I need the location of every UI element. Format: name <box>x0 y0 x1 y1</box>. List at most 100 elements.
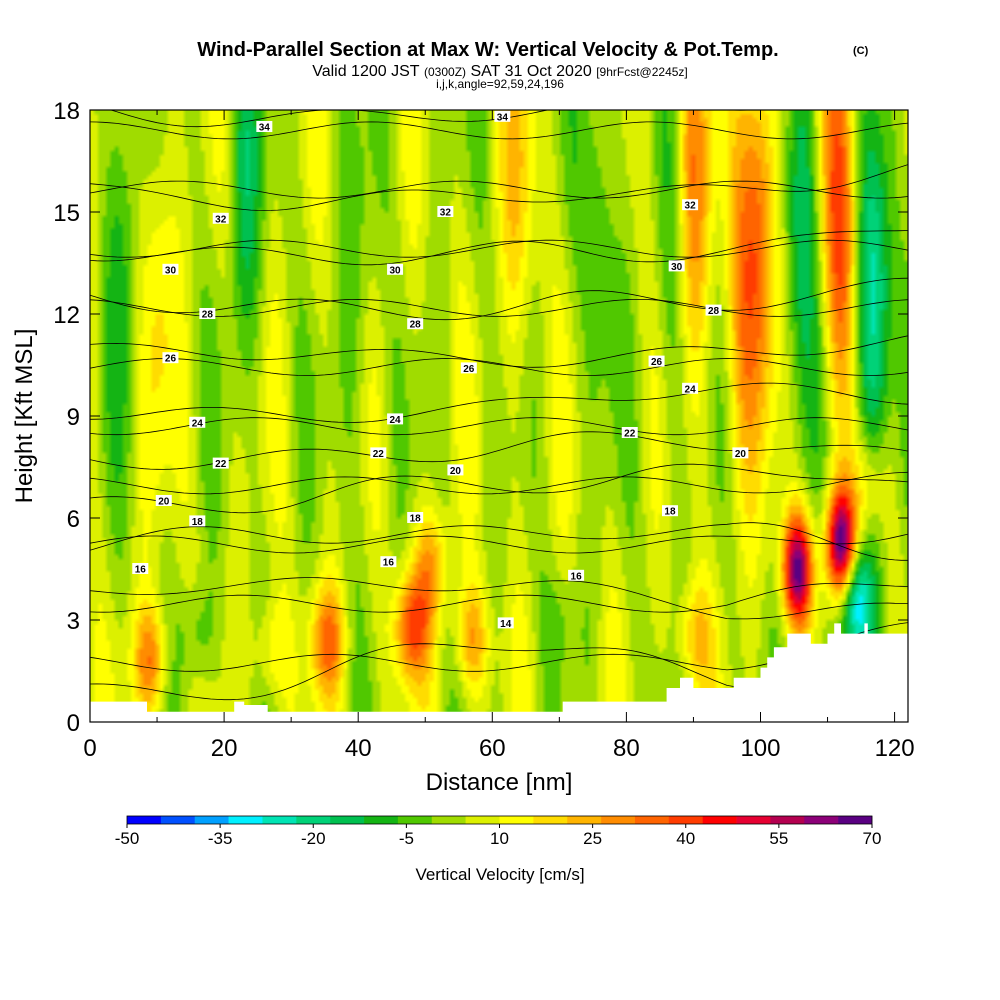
contour-label: 26 <box>162 352 179 365</box>
contour-label-text: 34 <box>497 112 509 123</box>
contour-label: 32 <box>437 206 454 219</box>
chart-subtitle: Valid 1200 JST (0300Z) SAT 31 Oct 2020 [… <box>312 63 688 80</box>
theta-contour-line <box>90 471 908 495</box>
theta-contour-line <box>90 4 908 21</box>
contour-label-text: 32 <box>685 201 697 212</box>
valid-date: SAT 31 Oct 2020 <box>470 63 591 80</box>
theta-contour-line <box>90 230 908 266</box>
colorbar-tick-label: 40 <box>676 829 695 848</box>
theta-contour-line <box>90 335 908 368</box>
contour-label-text: 22 <box>373 449 385 460</box>
contour-label-bg <box>162 352 179 364</box>
theta-contour-line <box>90 577 908 620</box>
y-tick-label: 15 <box>53 200 80 227</box>
contour-label-text: 14 <box>500 619 512 630</box>
valid-time: Valid 1200 JST <box>312 63 420 80</box>
colorbar-tick-label: 25 <box>583 829 602 848</box>
contour-label-text: 20 <box>450 466 462 477</box>
contour-label-bg <box>732 447 749 459</box>
x-tick-label: 120 <box>875 735 915 762</box>
contour-label-bg <box>155 495 172 506</box>
forecast-info: [9hrFcst@2245z] <box>596 65 688 79</box>
colorbar-tick-label: 55 <box>769 829 788 848</box>
contour-label-text: 30 <box>671 262 683 273</box>
y-tick-label: 6 <box>67 506 80 533</box>
contour-label-bg <box>387 413 404 425</box>
theta-contour-line <box>90 382 908 423</box>
theta-contour-line <box>90 164 908 211</box>
y-tick-label: 0 <box>67 710 80 737</box>
contour-label: 34 <box>256 121 273 134</box>
x-tick-label: 40 <box>345 735 372 762</box>
contour-label-text: 26 <box>651 357 663 368</box>
valid-utc: (0300Z) <box>424 65 466 79</box>
contour-label-bg <box>199 308 216 319</box>
colorbar-swatch <box>668 816 703 824</box>
x-tick-label: 60 <box>479 735 506 762</box>
x-axis: 0 20 40 60 80 100 120 <box>83 110 915 762</box>
contour-label: 32 <box>212 212 229 225</box>
y-axis: 0 3 6 9 12 15 18 <box>53 98 908 737</box>
contour-label-text: 26 <box>165 354 177 365</box>
contour-label-text: 28 <box>410 320 422 331</box>
colorbar-tick-label: 70 <box>863 829 882 848</box>
colorbar-tick-label: -50 <box>115 829 140 848</box>
y-tick-label: 18 <box>53 98 80 125</box>
colorbar-swatch <box>228 816 263 824</box>
colorbar-tick-label: 10 <box>490 829 509 848</box>
contour-label: 16 <box>380 556 397 569</box>
contour-label-bg <box>212 457 229 469</box>
contour-label-bg <box>460 362 477 374</box>
colorbar <box>126 815 873 825</box>
contour-label-bg <box>668 260 685 272</box>
contour-label-bg <box>189 515 206 527</box>
contour-label-text: 20 <box>158 497 170 508</box>
theta-contour-line <box>90 522 908 561</box>
colorbar-tick-label: -5 <box>399 829 414 848</box>
colorbar-swatch <box>431 816 466 824</box>
contour-label-bg <box>189 416 206 428</box>
theta-contour-line <box>90 533 908 554</box>
colorbar-swatch <box>364 816 399 824</box>
y-tick-label: 12 <box>53 302 80 329</box>
y-tick-label: 3 <box>67 608 80 635</box>
contour-label-bg <box>162 263 179 275</box>
contour-label-bg <box>705 304 722 316</box>
colorbar-swatch <box>838 816 873 824</box>
colorbar-swatch <box>634 816 670 824</box>
contour-label-bg <box>648 355 665 367</box>
contour-label-bg <box>682 199 699 211</box>
colorbar-swatch <box>601 816 636 824</box>
colorbar-swatch <box>262 816 297 824</box>
terrain <box>90 623 908 722</box>
colorbar-swatch <box>567 816 602 824</box>
theta-contour-line <box>90 121 908 140</box>
colorbar-swatch <box>533 816 568 824</box>
contour-label-text: 18 <box>192 517 204 528</box>
contour-label-bg <box>387 263 404 275</box>
contour-label: 14 <box>497 617 514 630</box>
contour-label-bg <box>497 617 514 629</box>
colorbar-swatch <box>702 816 737 824</box>
contour-label: 22 <box>370 447 387 460</box>
contour-label-text: 32 <box>215 214 227 225</box>
colorbar-swatch <box>296 816 331 824</box>
x-tick-label: 20 <box>211 735 238 762</box>
contour-label-text: 18 <box>664 507 676 518</box>
copyright-mark: (C) <box>853 45 869 57</box>
contour-label-text: 26 <box>463 364 475 375</box>
contour-label: 18 <box>661 505 678 518</box>
contour-label: 24 <box>387 413 404 426</box>
contour-label-text: 16 <box>383 558 395 569</box>
contour-label: 28 <box>407 318 424 331</box>
contour-label: 30 <box>387 263 404 276</box>
x-tick-label: 80 <box>613 735 640 762</box>
contour-label-text: 20 <box>735 449 747 460</box>
contour-label-bg <box>682 382 699 394</box>
contour-label-text: 16 <box>135 565 147 576</box>
contour-label: 26 <box>460 362 477 375</box>
theta-contour-line <box>90 180 908 199</box>
contour-label-bg <box>621 427 638 438</box>
colorbar-ticks: -50 -35 -20 -5 10 25 40 55 70 <box>115 824 882 848</box>
